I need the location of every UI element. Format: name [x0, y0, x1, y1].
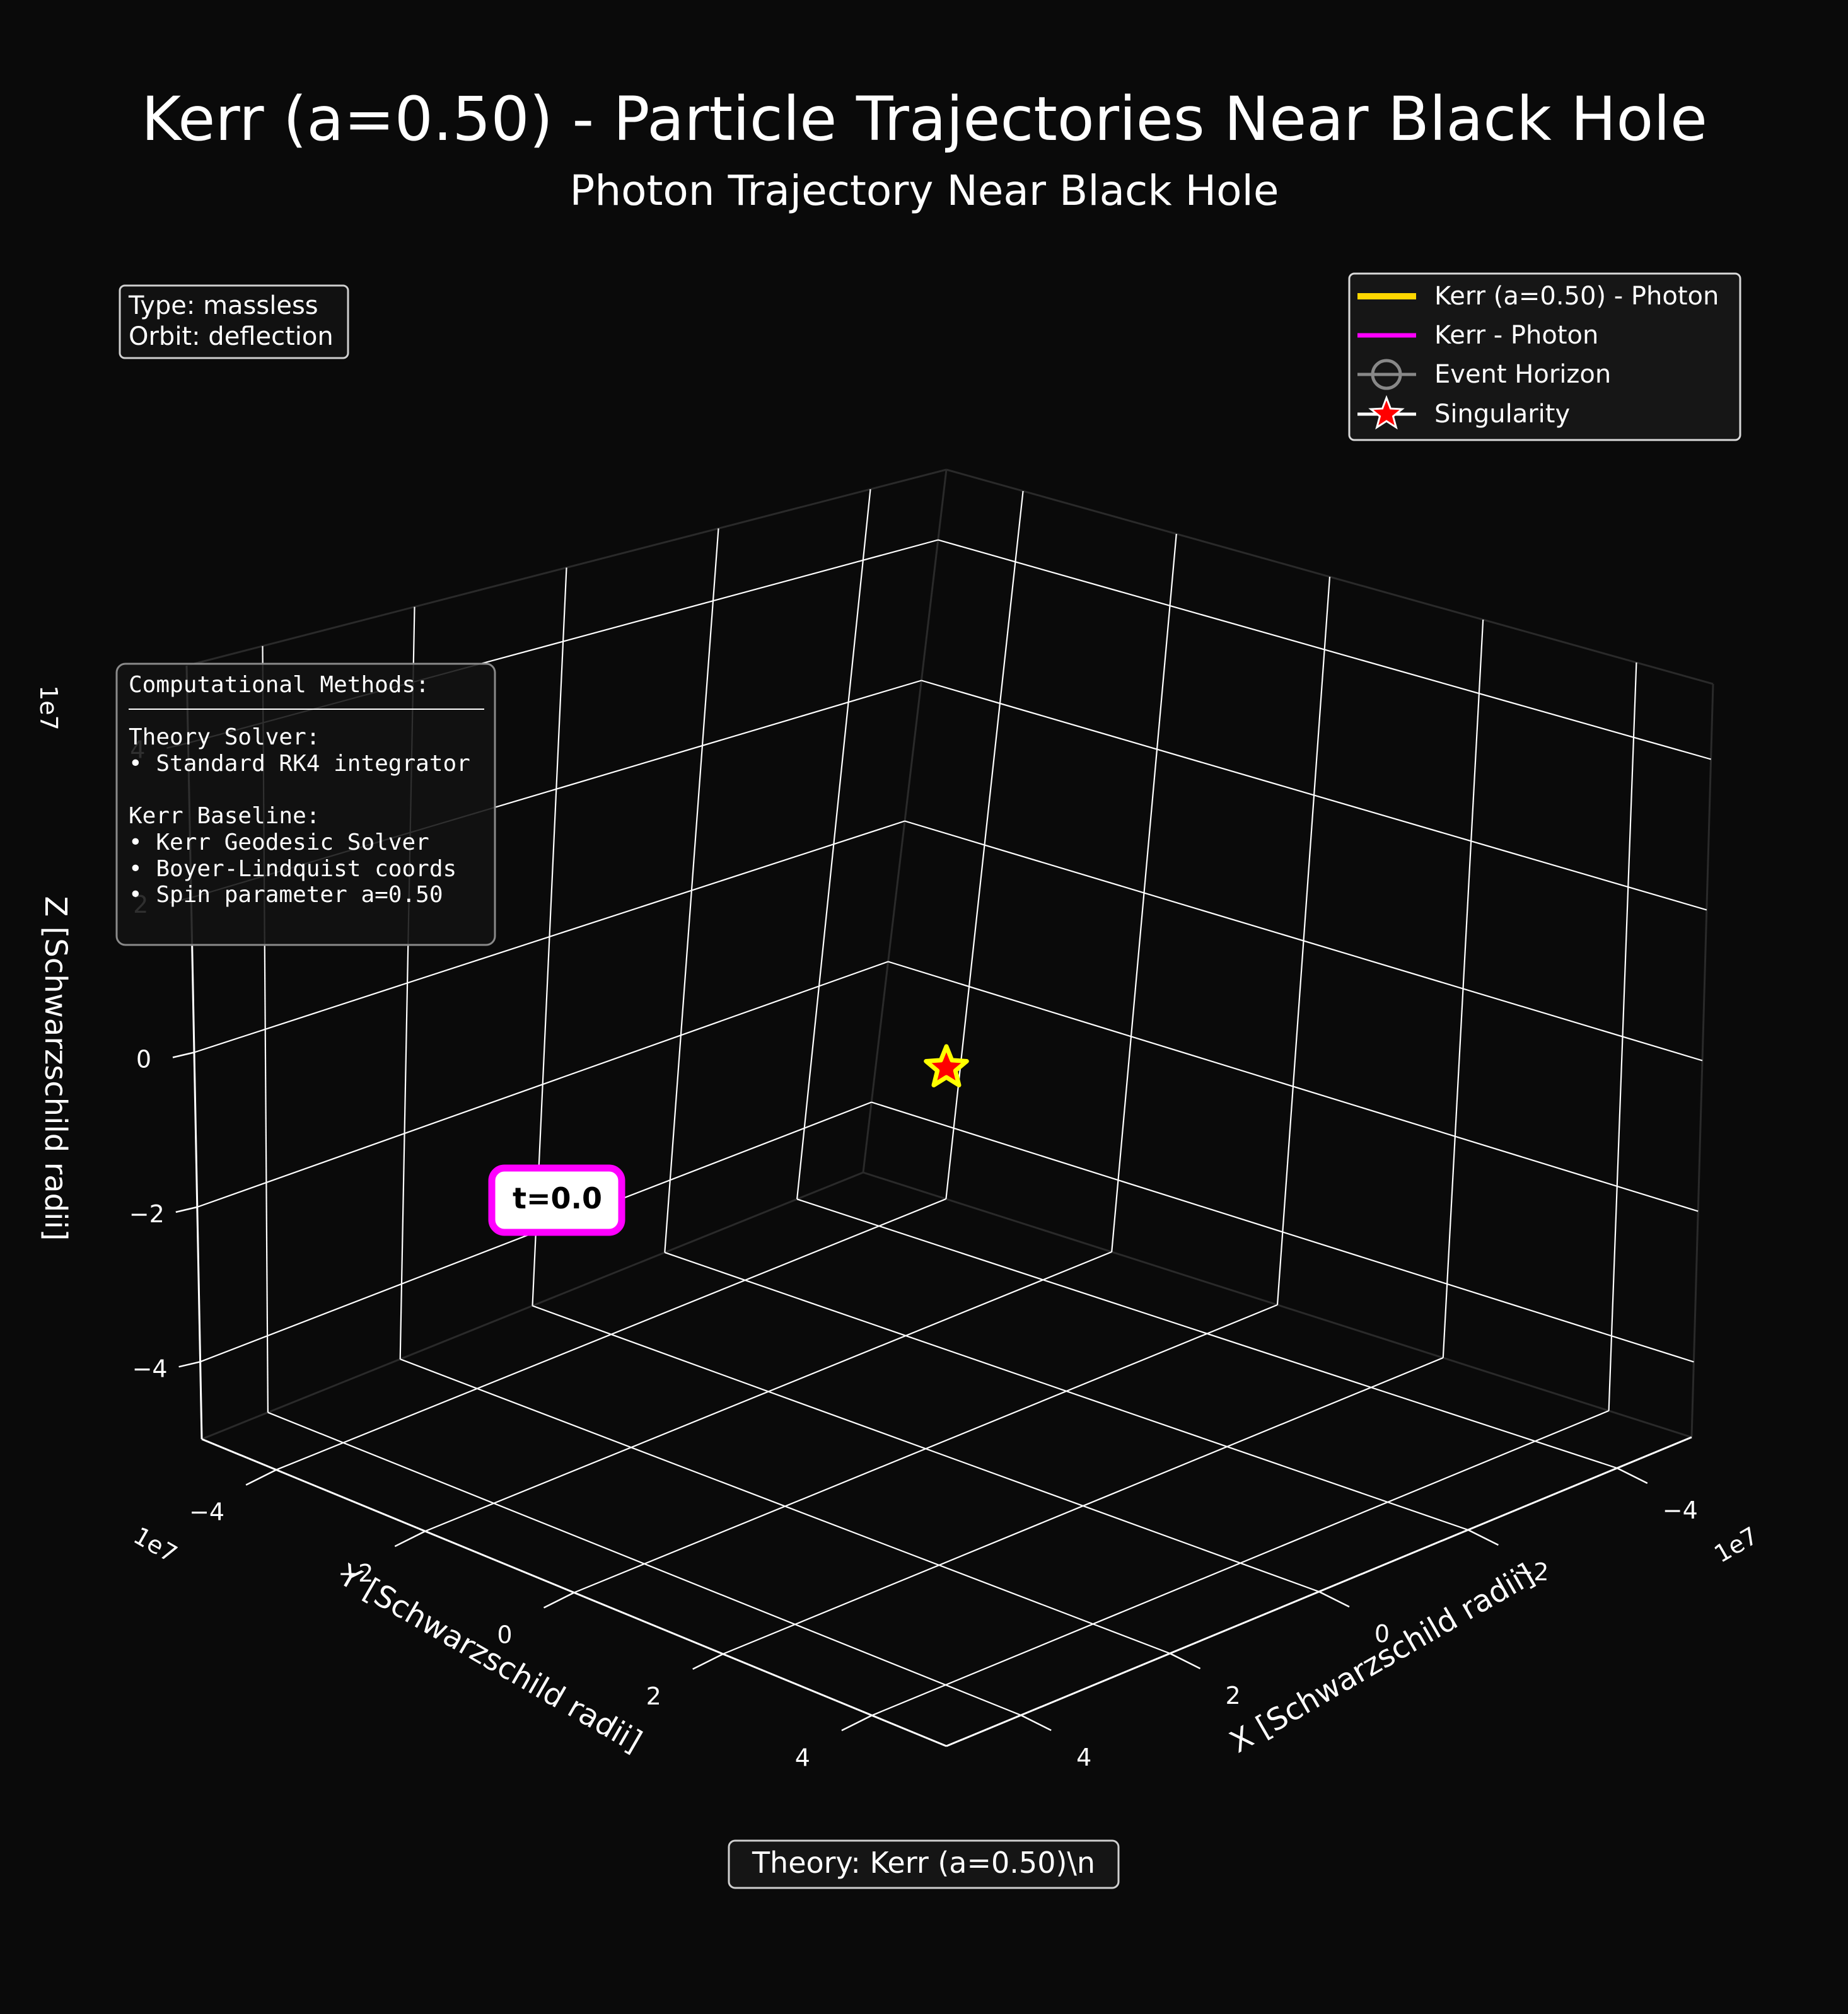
x-tick-mark — [1020, 1714, 1052, 1732]
legend-swatch-singularity — [1357, 395, 1416, 430]
info-orbit: Orbit: deflection — [129, 322, 334, 351]
legend-label-singularity: Singularity — [1434, 400, 1570, 429]
methods-box: Computational Methods: Theory Solver: • … — [115, 663, 496, 946]
x-tick-label: 4 — [1076, 1744, 1091, 1771]
y-tick-label: 4 — [795, 1744, 810, 1771]
methods-line: • Spin parameter a=0.50 — [129, 882, 443, 908]
z-tick-mark — [172, 1051, 195, 1058]
z-tick-mark — [178, 1361, 200, 1368]
y-tick-label: −4 — [189, 1498, 224, 1526]
legend-swatch-event-horizon — [1357, 359, 1416, 390]
legend: Kerr (a=0.50) - Photon Kerr - Photon Eve… — [1348, 272, 1741, 441]
grid-line-y — [723, 1357, 1444, 1655]
methods-line: • Kerr Geodesic Solver — [129, 830, 429, 855]
methods-heading: Computational Methods: — [129, 672, 429, 698]
grid-line-y — [871, 1409, 1610, 1716]
methods-box-frame — [115, 663, 496, 946]
y-tick-mark — [692, 1653, 724, 1670]
info-type: Type: massless — [128, 291, 318, 320]
y-tick-mark — [841, 1715, 873, 1732]
y-tick-label: 0 — [497, 1621, 512, 1649]
x-tick-label: 2 — [1226, 1682, 1241, 1710]
y-tick-label: 2 — [646, 1682, 661, 1710]
footer-frame — [728, 1839, 1120, 1889]
methods-line: • Standard RK4 integrator — [129, 751, 470, 777]
grid-line-x — [400, 1358, 1170, 1655]
x-tick-mark — [1318, 1590, 1350, 1608]
x-tick-label: −2 — [1513, 1558, 1549, 1586]
y-tick-mark — [394, 1530, 426, 1548]
legend-frame — [1348, 272, 1741, 441]
methods-line: • Boyer-Lindquist coords — [129, 856, 456, 882]
y-tick-mark — [543, 1592, 575, 1609]
legend-label-theory: Kerr (a=0.50) - Photon — [1434, 282, 1719, 311]
x-tick-label: 0 — [1374, 1620, 1390, 1648]
time-label: t=0.0 — [488, 1164, 625, 1236]
singularity-marker — [924, 1044, 969, 1087]
z-axis-label: Z [Schwarzschild radii] — [38, 896, 73, 1241]
info-box: Type: massless Orbit: deflection — [119, 284, 349, 359]
z-offset-text: 1e7 — [35, 685, 62, 731]
y-tick-label: −2 — [338, 1560, 373, 1587]
time-label-text: t=0.0 — [513, 1181, 602, 1215]
z-tick-mark — [175, 1206, 198, 1213]
x-tick-mark — [1170, 1652, 1201, 1670]
z-tick-label: −2 — [129, 1200, 165, 1228]
legend-label-baseline: Kerr - Photon — [1434, 321, 1598, 350]
x-tick-label: −4 — [1663, 1496, 1698, 1524]
methods-line: Kerr Baseline: — [129, 803, 320, 829]
x-tick-mark — [1617, 1467, 1648, 1484]
grid-line-z — [194, 820, 905, 1053]
z-tick-label: 0 — [136, 1046, 151, 1074]
grid-line-z — [921, 680, 1707, 911]
grid-line-y-wall — [1442, 619, 1484, 1358]
grid-line-z — [938, 539, 1711, 760]
chart-title: Kerr (a=0.50) - Particle Trajectories Ne… — [141, 84, 1707, 154]
methods-line: Theory Solver: — [129, 724, 320, 750]
grid-line-y — [574, 1304, 1278, 1594]
info-box-frame — [119, 284, 349, 359]
x-tick-mark — [1467, 1529, 1499, 1546]
z-tick-label: −4 — [132, 1355, 168, 1382]
footer-box: Theory: Kerr (a=0.50)\n — [728, 1839, 1120, 1889]
y-tick-mark — [245, 1469, 277, 1486]
time-label-frame — [488, 1164, 625, 1236]
footer-text: Theory: Kerr (a=0.50)\n — [752, 1846, 1095, 1880]
grid-line-z — [904, 820, 1703, 1062]
grid-line-y-wall — [1608, 662, 1637, 1411]
legend-label-event-horizon: Event Horizon — [1434, 360, 1611, 389]
chart-subtitle: Photon Trajectory Near Black Hole — [570, 166, 1279, 215]
grid-line-x — [267, 1411, 1021, 1716]
